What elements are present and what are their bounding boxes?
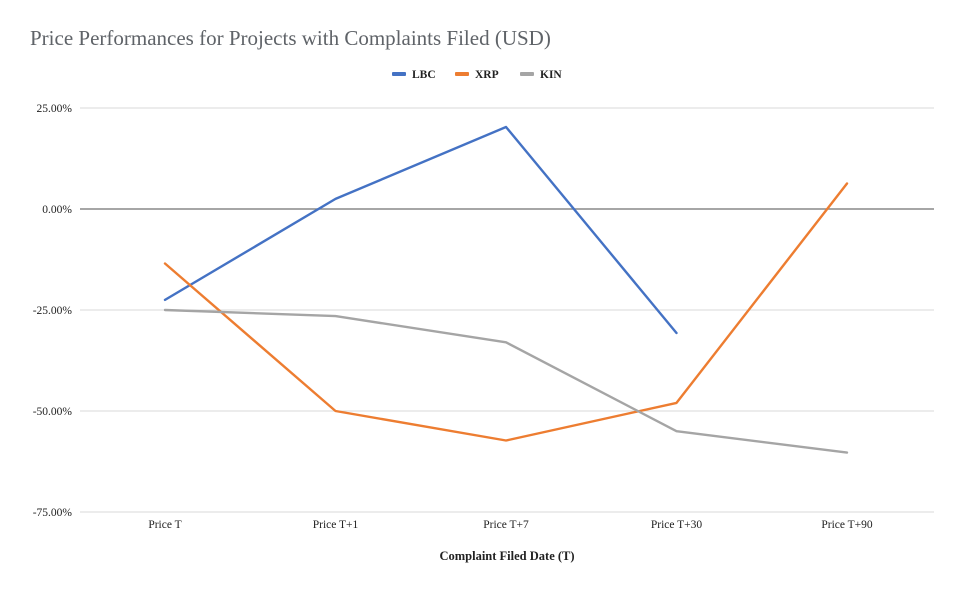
x-tick-label: Price T+1 xyxy=(313,519,359,531)
legend-label-xrp: XRP xyxy=(475,69,499,81)
legend-swatch-xrp xyxy=(455,72,469,76)
series-line-lbc xyxy=(163,125,678,335)
series-line-kin xyxy=(163,308,849,454)
series-line-xrp xyxy=(163,182,849,442)
legend-label-kin: KIN xyxy=(540,69,562,81)
x-tick-label: Price T+30 xyxy=(651,519,703,531)
y-tick-label: -75.00% xyxy=(33,507,73,519)
y-tick-label: -50.00% xyxy=(33,406,73,418)
legend-label-lbc: LBC xyxy=(412,69,436,81)
x-tick-label: Price T+90 xyxy=(821,519,873,531)
legend-swatch-kin xyxy=(520,72,534,76)
y-tick-label: -25.00% xyxy=(33,305,73,317)
legend-swatch-lbc xyxy=(392,72,406,76)
x-axis-title: Complaint Filed Date (T) xyxy=(439,549,574,563)
chart-title: Price Performances for Projects with Com… xyxy=(30,26,551,50)
y-tick-label: 25.00% xyxy=(37,103,73,115)
x-tick-label: Price T xyxy=(148,519,181,531)
y-tick-label: 0.00% xyxy=(42,204,72,216)
x-tick-label: Price T+7 xyxy=(483,519,529,531)
